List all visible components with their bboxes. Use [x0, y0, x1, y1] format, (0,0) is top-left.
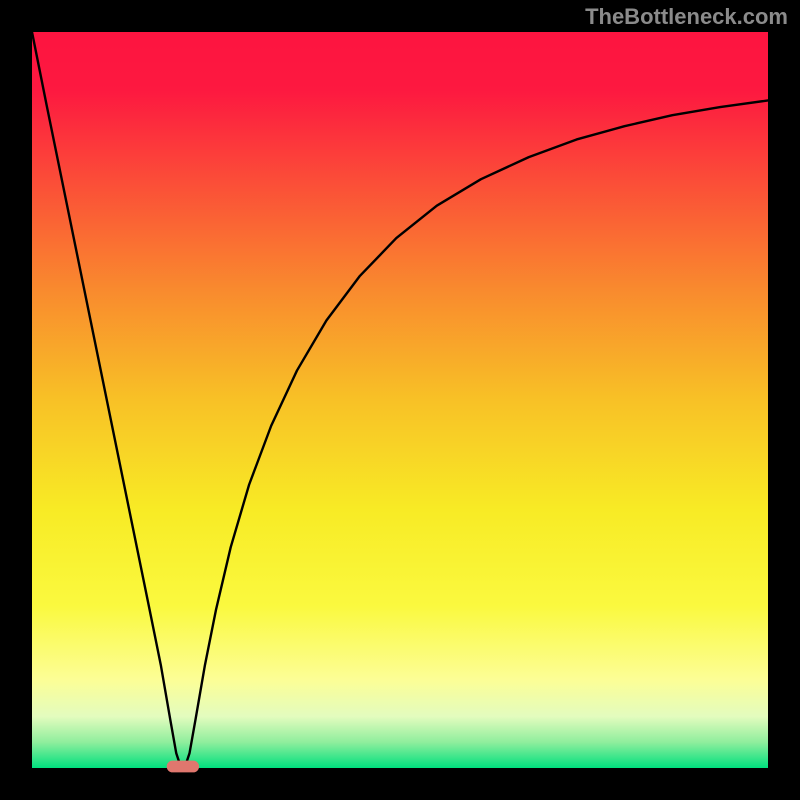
optimum-marker — [167, 761, 199, 773]
chart-svg — [0, 0, 800, 800]
bottleneck-chart: TheBottleneck.com — [0, 0, 800, 800]
chart-background — [32, 32, 768, 768]
